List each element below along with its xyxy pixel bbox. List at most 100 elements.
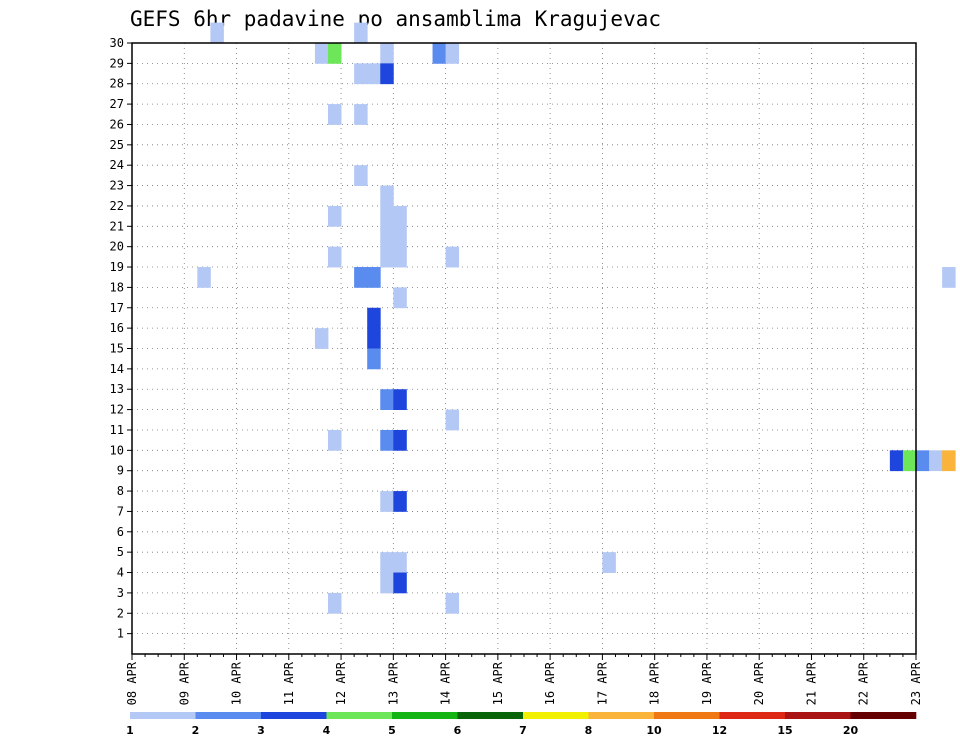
heatmap-cell <box>354 267 368 288</box>
heatmap-cell <box>393 552 407 573</box>
colorbar-segment <box>719 712 786 719</box>
y-tick-label: 30 <box>110 36 124 50</box>
y-tick-label: 18 <box>110 280 124 294</box>
y-tick-label: 16 <box>110 321 124 335</box>
colorbar-segment <box>588 712 655 719</box>
heatmap-cell <box>602 552 616 573</box>
heatmap-cell <box>328 592 342 614</box>
x-tick-label: 18 APR <box>648 661 662 705</box>
colorbar-segment <box>457 712 524 719</box>
x-tick-label: 09 APR <box>177 661 191 705</box>
x-tick-label: 19 APR <box>700 661 714 705</box>
x-tick-label: 11 APR <box>282 661 296 705</box>
x-tick-label: 20 APR <box>752 661 766 705</box>
heatmap-cell <box>354 63 368 85</box>
colorbar-label: 3 <box>257 724 265 737</box>
colorbar-segment <box>392 712 458 719</box>
colorbar-segment <box>130 712 196 719</box>
y-tick-label: 27 <box>110 97 124 111</box>
x-tick-label: 16 APR <box>543 661 557 705</box>
y-tick-label: 8 <box>117 484 124 498</box>
y-tick-label: 29 <box>110 56 124 70</box>
heatmap-cell <box>354 22 368 44</box>
heatmap-cell <box>889 450 904 472</box>
colorbar-segment <box>523 712 589 719</box>
colorbar-segment <box>850 712 917 719</box>
heatmap-cell <box>380 246 394 268</box>
y-tick-label: 23 <box>110 179 124 193</box>
x-tick-label: 15 APR <box>491 661 505 705</box>
colorbar-legend: 1 2 3 4 5 6 7 8 10 12 15 20 <box>126 712 917 737</box>
heatmap-cell <box>328 429 342 451</box>
y-tick-label: 1 <box>117 627 124 641</box>
heatmap-cells <box>197 22 956 614</box>
colorbar-label: 8 <box>585 724 593 737</box>
heatmap-cell <box>328 246 342 268</box>
heatmap-cell <box>354 104 368 125</box>
y-tick-label: 17 <box>110 301 124 315</box>
heatmap-cell <box>393 491 407 512</box>
colorbar-label: 12 <box>712 724 727 737</box>
y-tick-label: 14 <box>110 362 124 376</box>
colorbar-segment <box>785 712 851 719</box>
x-tick-label: 14 APR <box>439 661 453 705</box>
y-tick-label: 6 <box>117 525 124 539</box>
heatmap-cell <box>916 450 930 472</box>
x-tick-label: 12 APR <box>334 661 348 705</box>
y-tick-label: 28 <box>110 77 124 91</box>
heatmap-cell <box>367 307 381 329</box>
heatmap-cell <box>393 246 407 268</box>
heatmap-cell <box>380 552 394 573</box>
heatmap-cell <box>942 450 956 472</box>
heatmap-cell <box>380 429 394 451</box>
y-tick-label: 7 <box>117 504 124 518</box>
x-tick-label: 17 APR <box>595 661 609 705</box>
colorbar-label: 15 <box>777 724 792 737</box>
y-tick-label: 3 <box>117 586 124 600</box>
heatmap-cell <box>328 205 342 227</box>
heatmap-cell <box>367 267 381 288</box>
y-tick-label: 5 <box>117 545 124 559</box>
x-tick-label: 22 APR <box>857 661 871 705</box>
x-axis-ticks: 08 APR 09 APR 10 APR 11 APR 12 APR 13 APR 14 A… <box>125 654 923 705</box>
y-tick-label: 9 <box>117 464 124 478</box>
y-tick-label: 13 <box>110 382 124 396</box>
colorbar-segment <box>326 712 393 719</box>
colorbar-label: 7 <box>519 724 527 737</box>
x-tick-label: 21 APR <box>804 661 818 705</box>
heatmap-cell <box>367 63 381 85</box>
colorbar-label: 6 <box>454 724 462 737</box>
heatmap-cell <box>380 226 394 248</box>
y-tick-label: 10 <box>110 443 124 457</box>
heatmap-cell <box>354 165 368 186</box>
heatmap-cell <box>380 185 394 207</box>
x-tick-label: 10 APR <box>230 661 244 705</box>
heatmap-cell <box>393 572 407 594</box>
colorbar-label: 4 <box>323 724 331 737</box>
heatmap-cell <box>393 389 407 410</box>
heatmap-cell <box>393 226 407 248</box>
y-tick-label: 22 <box>110 199 124 213</box>
heatmap-cell <box>380 205 394 227</box>
y-tick-label: 20 <box>110 240 124 254</box>
colorbar-label: 10 <box>646 724 662 737</box>
x-tick-label: 23 APR <box>909 661 923 705</box>
y-tick-label: 12 <box>110 403 124 417</box>
heatmap-cell <box>314 328 329 349</box>
y-axis-ticks: 1234567891011121314151617181920212223242… <box>110 36 132 641</box>
heatmap-cell <box>393 287 407 309</box>
colorbar-label: 1 <box>126 724 134 737</box>
heatmap-cell <box>380 491 394 512</box>
colorbar-segment <box>195 712 262 719</box>
heatmap-cell <box>328 104 342 125</box>
heatmap-cell <box>328 43 342 64</box>
y-tick-label: 25 <box>110 138 124 152</box>
y-tick-label: 21 <box>110 219 124 233</box>
heatmap-cell <box>929 450 943 472</box>
heatmap-cell <box>942 267 956 288</box>
y-tick-label: 11 <box>110 423 124 437</box>
heatmap-cell <box>367 348 381 370</box>
heatmap-cell <box>393 429 407 451</box>
heatmap-cell <box>314 43 329 64</box>
heatmap-cell <box>210 22 224 44</box>
